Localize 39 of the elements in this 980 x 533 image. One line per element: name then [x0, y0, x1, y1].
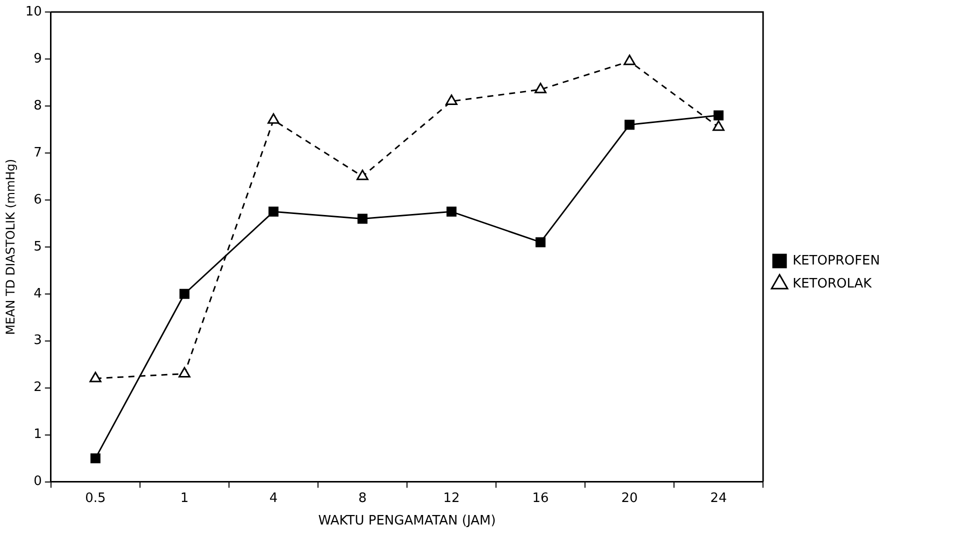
- point: [534, 82, 546, 94]
- x-tick-label: 16: [532, 490, 549, 506]
- point: [356, 170, 368, 180]
- y-tick-label: 3: [34, 333, 42, 348]
- y-tick-label: 4: [34, 286, 42, 302]
- legend-label: KETOPROFEN: [792, 253, 880, 268]
- point: [714, 110, 724, 120]
- x-tick-label: 20: [621, 490, 638, 506]
- point: [358, 214, 368, 224]
- x-axis-title: WAKTU PENGAMATAN (JAM): [318, 514, 496, 529]
- y-tick-label: 6: [34, 192, 42, 208]
- point: [179, 288, 190, 299]
- point: [624, 54, 636, 66]
- y-tick-label: 7: [34, 145, 42, 160]
- legend-label: KETOROLAK: [792, 276, 872, 292]
- point: [712, 120, 725, 131]
- x-tick-label: 24: [710, 490, 727, 506]
- point: [536, 237, 546, 248]
- point: [178, 366, 190, 378]
- point: [268, 206, 278, 217]
- point: [268, 113, 280, 124]
- x-tick-label: 0.5: [85, 490, 106, 506]
- y-axis-title: MEAN TD DIASTOLIK (mmHg): [3, 158, 18, 335]
- point: [446, 206, 457, 217]
- y-tick-label: 0: [34, 474, 42, 490]
- point: [446, 94, 458, 106]
- y-tick-label: 1: [34, 427, 42, 442]
- y-tick-label: 9: [34, 51, 42, 66]
- point: [624, 120, 635, 130]
- x-tick-label: 1: [180, 490, 189, 506]
- x-tick-label: 12: [443, 490, 460, 506]
- y-tick-label: 10: [25, 4, 42, 20]
- point: [90, 372, 102, 382]
- x-tick-label: 4: [269, 490, 278, 506]
- y-tick-label: 5: [34, 239, 42, 254]
- y-tick-label: 2: [34, 380, 42, 396]
- x-tick-label: 8: [358, 490, 367, 506]
- point: [90, 453, 100, 464]
- y-tick-label: 8: [34, 98, 42, 114]
